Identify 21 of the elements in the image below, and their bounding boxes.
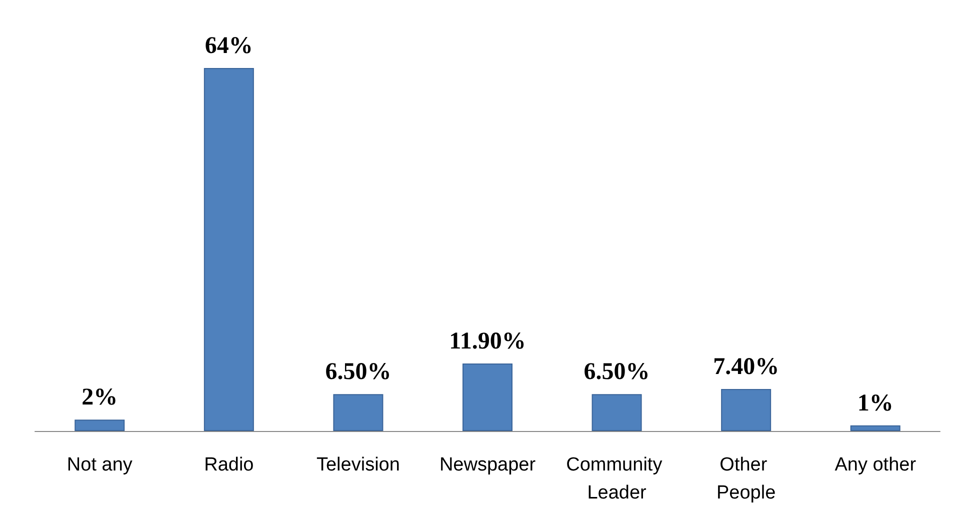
data-label: 7.40%	[713, 354, 780, 380]
x-tick-label: Newspaper	[439, 454, 536, 476]
x-tick-label: Any other	[834, 454, 917, 476]
data-label: 6.50%	[584, 359, 650, 386]
data-label: 11.90%	[449, 328, 526, 355]
data-label: 2%	[82, 384, 118, 411]
bar	[721, 389, 772, 431]
x-tick-label: Community Leader	[566, 454, 668, 504]
bar	[592, 394, 642, 431]
data-label: 6.50%	[325, 359, 392, 386]
bar	[74, 420, 125, 431]
bar	[850, 425, 900, 431]
x-tick-label: Other People	[716, 454, 776, 504]
data-label: 1%	[857, 390, 894, 416]
bar	[204, 68, 254, 431]
data-label: 64%	[204, 33, 253, 59]
bar	[462, 364, 512, 431]
x-tick-label: Radio	[204, 454, 254, 476]
bar	[333, 394, 384, 431]
x-tick-label: Not any	[66, 454, 133, 476]
x-tick-label: Television	[316, 454, 400, 476]
